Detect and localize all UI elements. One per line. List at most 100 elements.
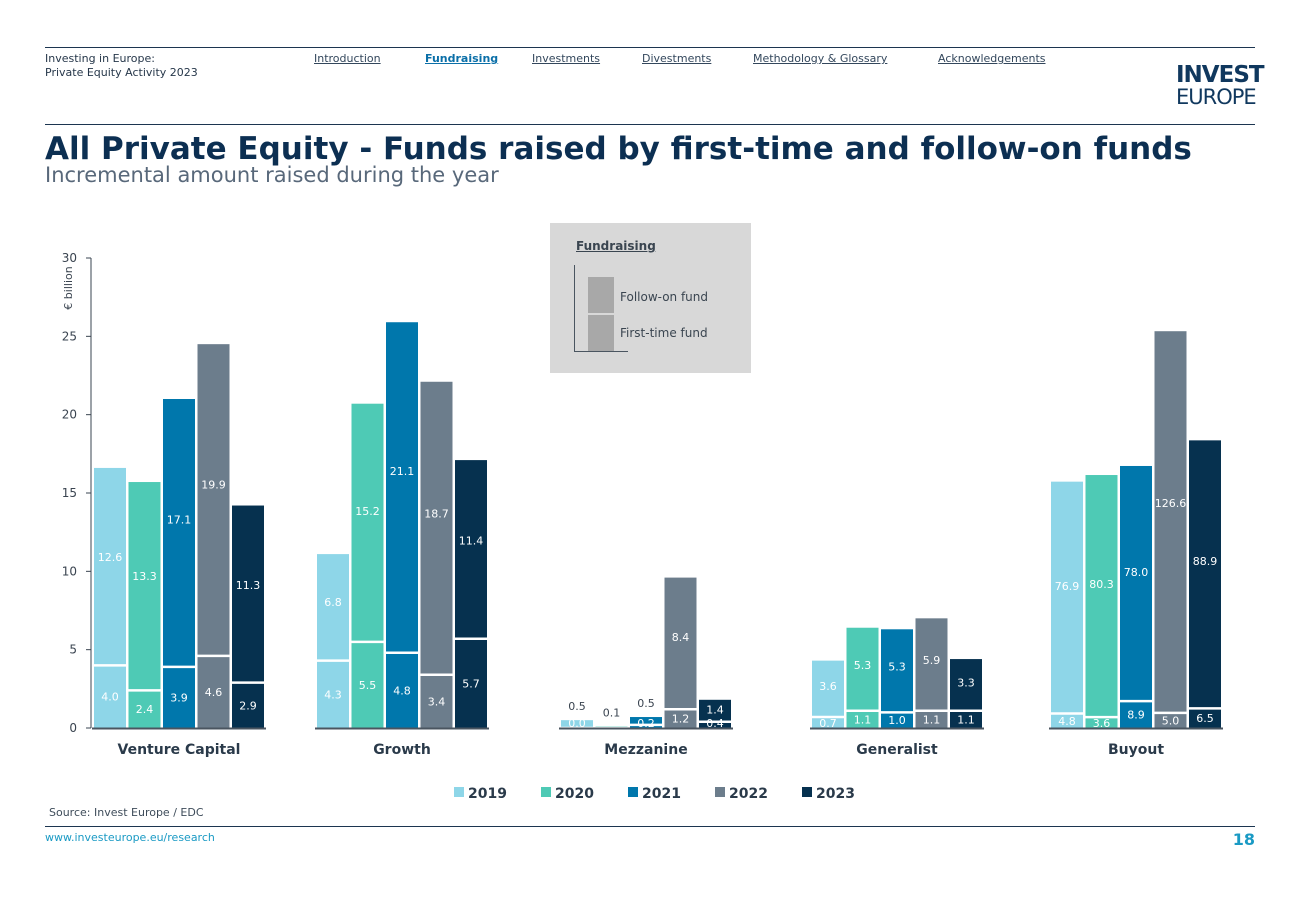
logo-line2: EUROPE [1176, 85, 1257, 109]
bar-buyout-2020-first-time-label: 3.6 [1093, 717, 1111, 730]
legend-swatch-2023 [802, 787, 812, 797]
bar-growth-2019-first-time [317, 660, 349, 728]
bar-growth-2020-first-time-label: 5.5 [359, 679, 377, 692]
legend-label-2021: 2021 [642, 786, 681, 802]
bar-venture-capital-2022-follow-on-label: 19.9 [201, 478, 226, 491]
legend-label-2022: 2022 [729, 786, 768, 802]
legend-label-2019: 2019 [468, 786, 507, 802]
nav-fundraising[interactable]: Fundraising [425, 52, 499, 65]
bar-growth-2021-follow-on-label: 21.1 [390, 465, 415, 478]
bar-buyout-2023-follow-on-label: 88.9 [1193, 555, 1218, 568]
nav-methodology-glossary[interactable]: Methodology & Glossary [753, 52, 888, 65]
nav-investments[interactable]: Investments [532, 52, 601, 65]
bar-generalist-2019-first-time-label: 0.7 [819, 717, 837, 730]
key-first-time-segment [588, 315, 614, 351]
bar-growth-2021-follow-on [386, 322, 418, 653]
bar-venture-capital-2021-first-time-label: 3.9 [170, 691, 188, 704]
logo-line1: INVEST [1176, 62, 1265, 88]
y-tick-label-10: 10 [62, 564, 77, 578]
header-rule [45, 124, 1255, 125]
legend-swatch-2022 [715, 787, 725, 797]
bar-buyout-2021-first-time [1120, 701, 1152, 728]
bar-generalist-2022-follow-on [915, 618, 948, 711]
bar-growth-2023-follow-on-label: 11.4 [459, 534, 484, 547]
bar-venture-capital-2021-follow-on-label: 17.1 [167, 514, 192, 527]
bar-venture-capital-2023-follow-on [232, 505, 264, 683]
fundraising-key: Fundraising Follow-on fund First-time fu… [550, 223, 751, 373]
top-rule [45, 47, 1255, 48]
bar-venture-capital-2019-first-time-label: 4.0 [101, 691, 119, 704]
bar-growth-2020-follow-on [351, 403, 384, 642]
bar-generalist-2023-follow-on [950, 659, 982, 711]
bar-mezzanine-2023-first-time [699, 721, 731, 728]
bar-generalist-2020-first-time-label: 1.1 [854, 713, 872, 726]
x-category-label-venture-capital: Venture Capital [118, 742, 241, 758]
y-tick-label-15: 15 [62, 486, 77, 500]
legend-swatch-2020 [541, 787, 551, 797]
bar-buyout-2020-follow-on [1085, 475, 1118, 718]
bar-venture-capital-2021-follow-on [163, 399, 195, 667]
nav-acknowledgements[interactable]: Acknowledgements [938, 52, 1046, 65]
nav-introduction[interactable]: Introduction [314, 52, 381, 65]
bar-venture-capital-2021-first-time [163, 666, 195, 728]
bar-buyout-2022-first-time [1154, 712, 1187, 728]
bar-buyout-2022-first-time-label: 5.0 [1162, 714, 1180, 727]
bar-buyout-2019-first-time-label: 4.8 [1058, 715, 1076, 728]
nav-divestments[interactable]: Divestments [642, 52, 712, 65]
bar-mezzanine-2019-follow-on-label: 0.5 [568, 700, 586, 713]
y-tick-label-20: 20 [62, 408, 77, 422]
key-follow-on-label: Follow-on fund [620, 290, 709, 304]
bar-mezzanine-2021-follow-on [630, 717, 662, 725]
bar-buyout-2023-follow-on [1189, 440, 1221, 709]
bar-mezzanine-2022-follow-on-label: 8.4 [672, 631, 690, 644]
bar-generalist-2021-follow-on [881, 629, 913, 713]
bar-generalist-2023-follow-on-label: 3.3 [957, 676, 975, 689]
bar-venture-capital-2020-first-time [128, 690, 161, 728]
y-tick-label-5: 5 [69, 643, 77, 657]
bar-generalist-2021-first-time-label: 1.0 [888, 714, 906, 727]
bar-buyout-2020-first-time [1085, 717, 1118, 728]
bar-growth-2022-follow-on [420, 381, 453, 675]
key-baseline [574, 351, 628, 352]
footer-rule [45, 826, 1255, 827]
bar-mezzanine-2022-follow-on [664, 577, 697, 710]
bar-mezzanine-2021-first-time-label: 0.2 [637, 717, 655, 730]
bar-generalist-2023-first-time [950, 710, 982, 728]
bar-generalist-2022-first-time-label: 1.1 [923, 713, 941, 726]
bar-mezzanine-2023-first-time-label: 0.4 [706, 717, 724, 730]
bar-venture-capital-2023-first-time-label: 2.9 [239, 699, 257, 712]
bar-venture-capital-2023-follow-on-label: 11.3 [236, 579, 261, 592]
stacked-bar-chart: 0 5 10 15 20 25 30€ billion 12.6 4.0 13.3 2.4 17.1 3… [62, 251, 1223, 802]
bar-venture-capital-2023-first-time [232, 682, 264, 728]
key-first-time-label: First-time fund [620, 326, 708, 340]
bar-growth-2019-first-time-label: 4.3 [324, 688, 342, 701]
bar-mezzanine-2021-first-time [630, 724, 662, 728]
bar-generalist-2019-follow-on [812, 660, 844, 718]
bar-buyout-2022-follow-on-label: 126.6 [1155, 497, 1187, 510]
bar-growth-2019-follow-on-label: 6.8 [324, 596, 342, 609]
key-axis [574, 265, 575, 351]
bar-venture-capital-2022-follow-on [197, 344, 230, 656]
bar-buyout-2021-first-time-label: 8.9 [1127, 709, 1145, 722]
bar-buyout-2021-follow-on [1120, 465, 1152, 702]
bar-mezzanine-2023-follow-on-label: 1.4 [706, 704, 724, 717]
bar-growth-2020-first-time [351, 641, 384, 728]
invest-europe-logo: INVEST EUROPE [1176, 62, 1265, 109]
x-category-label-generalist: Generalist [856, 742, 938, 758]
doc-title-line1: Investing in Europe: [45, 52, 155, 65]
bar-mezzanine-2019-first-time-label: 0.0 [568, 717, 586, 730]
bar-growth-2022-first-time [420, 674, 453, 728]
key-follow-on-segment [588, 277, 614, 313]
bar-buyout-2023-first-time-label: 6.5 [1196, 712, 1214, 725]
bar-generalist-2023-first-time-label: 1.1 [957, 713, 975, 726]
bar-mezzanine-2022-first-time [664, 709, 697, 728]
bar-growth-2023-follow-on [455, 460, 487, 639]
legend-label-2020: 2020 [555, 786, 594, 802]
bar-generalist-2021-first-time [881, 712, 913, 728]
legend-swatch-2019 [454, 787, 464, 797]
y-tick-label-30: 30 [62, 251, 77, 265]
bar-generalist-2019-follow-on-label: 3.6 [819, 680, 837, 693]
bar-generalist-2022-follow-on-label: 5.9 [923, 654, 941, 667]
footer-url[interactable]: www.investeurope.eu/research [45, 831, 215, 844]
bar-mezzanine-2021-follow-on-label: 0.5 [637, 697, 655, 710]
